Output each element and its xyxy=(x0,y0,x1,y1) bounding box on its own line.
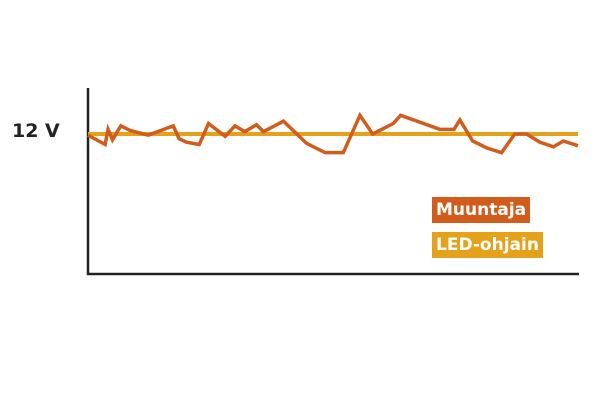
legend-muuntaja: Muuntaja xyxy=(432,197,531,223)
legend-led-ohjain: LED-ohjain xyxy=(432,232,543,258)
series-line-muuntaja xyxy=(87,111,579,155)
y-tick-label: 12 V xyxy=(12,120,60,142)
